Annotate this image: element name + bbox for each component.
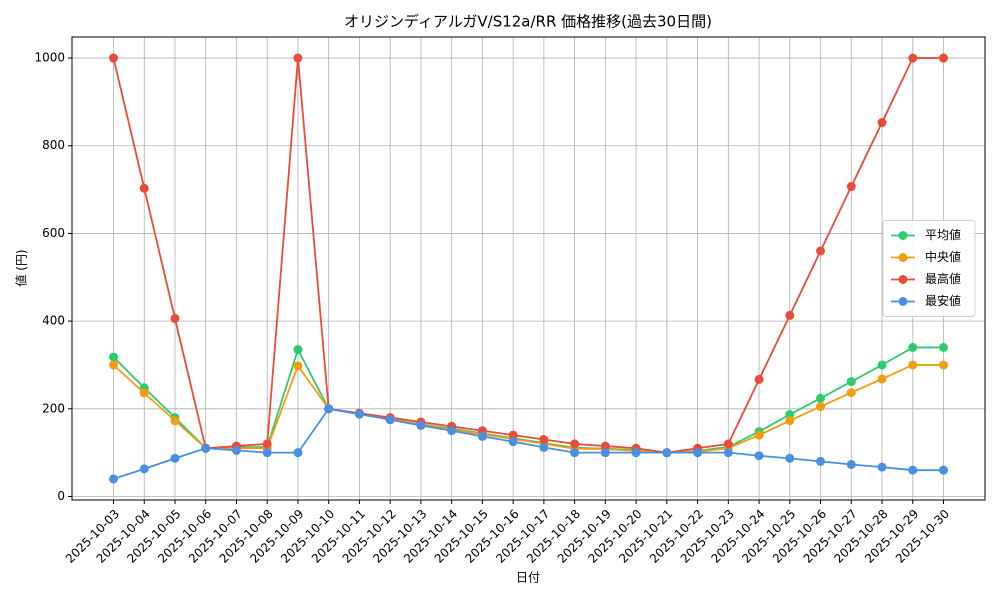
data-point xyxy=(939,53,948,63)
data-point xyxy=(908,342,918,352)
legend-label: 最高値 xyxy=(925,271,961,286)
data-point xyxy=(508,430,518,440)
data-point xyxy=(693,448,703,458)
data-point xyxy=(908,465,918,475)
data-point xyxy=(939,360,948,370)
data-point xyxy=(908,53,918,63)
data-point xyxy=(754,374,764,384)
legend-marker xyxy=(898,275,908,284)
data-point xyxy=(816,402,826,412)
data-point xyxy=(846,182,856,192)
data-point xyxy=(385,415,395,425)
data-point xyxy=(754,451,764,461)
legend-marker xyxy=(898,253,908,262)
data-point xyxy=(293,53,303,63)
data-point xyxy=(170,453,180,463)
data-point xyxy=(324,404,334,414)
data-point xyxy=(877,117,887,127)
y-axis-label: 値 (円) xyxy=(14,249,29,286)
data-point xyxy=(231,445,241,455)
data-point xyxy=(877,360,887,370)
data-point xyxy=(877,462,887,472)
data-point xyxy=(170,416,180,426)
data-point xyxy=(723,448,733,458)
data-point xyxy=(293,448,303,458)
data-point xyxy=(139,464,149,474)
legend-marker xyxy=(898,297,908,306)
data-point xyxy=(508,437,518,447)
data-point xyxy=(754,430,764,440)
data-point xyxy=(816,246,826,256)
plot-frame xyxy=(71,36,986,501)
data-point xyxy=(816,393,826,403)
data-point xyxy=(939,465,948,475)
y-tick-label: 800 xyxy=(42,138,65,152)
data-point xyxy=(447,426,457,436)
data-point xyxy=(109,474,118,484)
data-point xyxy=(846,377,856,387)
data-point xyxy=(293,345,303,355)
data-point xyxy=(570,439,580,449)
data-point xyxy=(785,416,795,426)
series-line xyxy=(113,407,944,480)
data-point xyxy=(662,448,672,458)
data-point xyxy=(846,459,856,469)
series-line xyxy=(112,363,944,454)
data-point xyxy=(354,409,364,419)
data-point xyxy=(139,388,149,398)
data-point xyxy=(600,448,610,458)
data-point xyxy=(785,310,795,320)
chart-title: オリジンディアルガV/S12a/RR 価格推移(過去30日間) xyxy=(344,13,712,31)
data-point xyxy=(262,439,272,449)
data-point xyxy=(170,313,180,323)
y-tick-label: 600 xyxy=(42,226,65,240)
series-line xyxy=(112,57,944,454)
data-point xyxy=(785,453,795,463)
data-point xyxy=(109,360,118,370)
data-point xyxy=(816,456,826,466)
data-point xyxy=(600,441,610,451)
data-point xyxy=(201,443,211,453)
y-tick-label: 0 xyxy=(57,489,65,503)
data-point xyxy=(262,448,272,458)
legend-label: 平均値 xyxy=(925,227,961,242)
data-point xyxy=(416,420,426,430)
data-point xyxy=(109,53,118,63)
legend-box xyxy=(882,220,976,317)
data-point xyxy=(539,434,549,444)
data-point xyxy=(139,183,149,193)
data-point xyxy=(293,361,303,371)
data-point xyxy=(939,342,948,352)
data-point xyxy=(109,352,118,362)
data-point xyxy=(631,448,641,458)
legend-label: 最安値 xyxy=(925,293,961,308)
data-point xyxy=(877,374,887,384)
data-point xyxy=(477,431,487,441)
legend-label: 中央値 xyxy=(925,249,961,264)
data-point xyxy=(570,448,580,458)
data-point xyxy=(539,442,549,452)
data-point xyxy=(908,360,918,370)
data-point xyxy=(846,388,856,398)
x-axis-label: 日付 xyxy=(516,571,540,585)
y-tick-label: 400 xyxy=(42,314,65,328)
y-tick-label: 1000 xyxy=(34,51,65,65)
data-point xyxy=(723,439,733,449)
y-tick-label: 200 xyxy=(42,401,65,415)
legend-marker xyxy=(898,231,908,240)
